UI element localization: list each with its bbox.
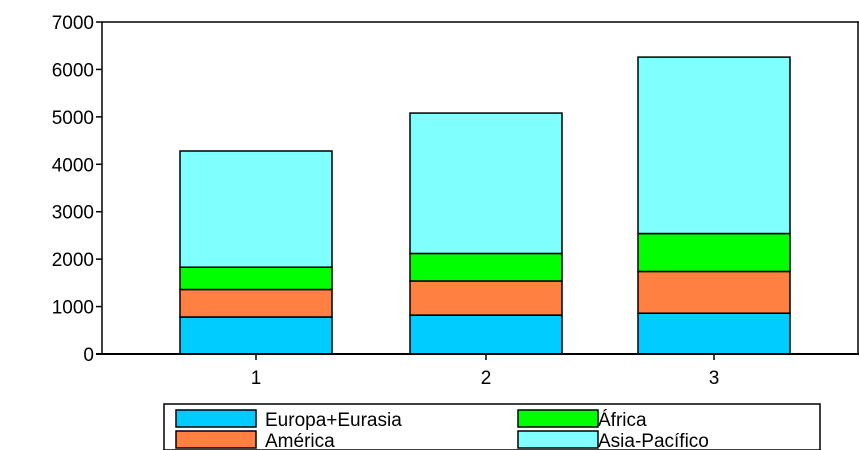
legend-label-2: América <box>265 431 335 450</box>
legend-label-3: África <box>598 410 647 431</box>
bar-segment-2-3 <box>409 252 563 282</box>
legend-swatch-2 <box>175 430 257 449</box>
bar-segment-2-4 <box>409 112 563 255</box>
y-tick-label-3: 3000 <box>52 203 94 224</box>
bar-segment-3-2 <box>637 270 791 314</box>
y-tick-label-7: 7000 <box>52 13 94 34</box>
y-tick-label-1: 1000 <box>52 298 94 319</box>
bars-layer <box>179 56 791 355</box>
y-tick-label-4: 4000 <box>52 155 94 176</box>
legend-swatch-1 <box>175 409 257 428</box>
legend-label-4: Asia-Pacífico <box>598 431 709 450</box>
bar-segment-1-2 <box>179 288 333 318</box>
legend-box <box>163 403 821 450</box>
bar-segment-1-3 <box>179 266 333 291</box>
x-tick-label-0: 1 <box>251 368 262 389</box>
y-tick-label-5: 5000 <box>52 108 94 129</box>
bar-segment-3-3 <box>637 232 791 273</box>
y-tick-label-0: 0 <box>83 345 94 366</box>
x-tick-label-2: 3 <box>709 368 720 389</box>
bar-segment-1-1 <box>179 316 333 355</box>
legend-swatch-4 <box>517 430 599 449</box>
bar-segment-2-2 <box>409 280 563 316</box>
axes-layer: 0 1000 2000 3000 4000 5000 6000 7000 1 2 3 <box>52 13 859 389</box>
bar-segment-3-1 <box>637 312 791 355</box>
bar-segment-2-1 <box>409 314 563 355</box>
y-tick-label-2: 2000 <box>52 250 94 271</box>
y-tick-label-6: 6000 <box>52 60 94 81</box>
bar-segment-1-4 <box>179 150 333 268</box>
legend-label-1: Europa+Eurasia <box>265 410 402 431</box>
x-tick-label-1: 2 <box>481 368 492 389</box>
bar-segment-3-4 <box>637 56 791 235</box>
legend-swatch-3 <box>517 409 599 428</box>
